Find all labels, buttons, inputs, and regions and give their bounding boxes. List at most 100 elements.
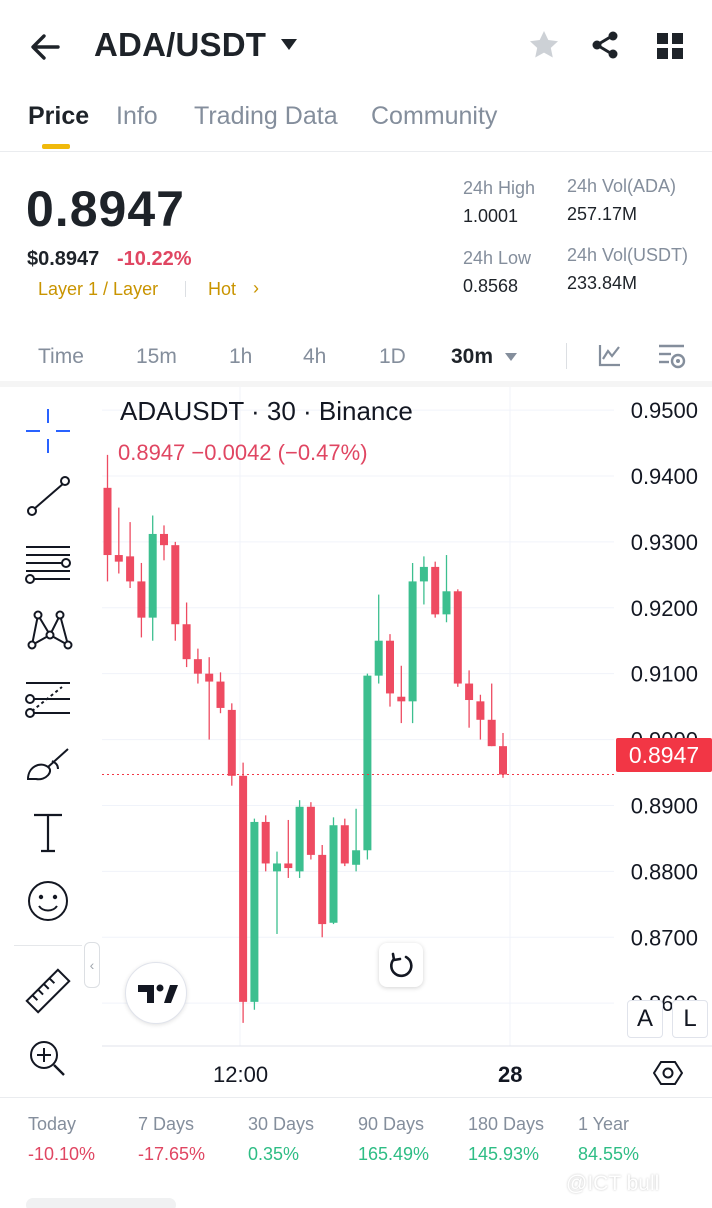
candlestick-chart[interactable]: 0.95000.94000.93000.92000.91000.90000.89… xyxy=(102,387,712,1097)
candle-body xyxy=(476,701,485,720)
hot-tag[interactable]: Hot xyxy=(208,279,237,299)
tab-trading-data[interactable]: Trading Data xyxy=(194,102,338,130)
timeframe-15m[interactable]: 15m xyxy=(136,345,177,368)
indicator-icon[interactable] xyxy=(598,343,622,367)
chevron-right-icon[interactable]: › xyxy=(253,278,259,298)
candle-body xyxy=(318,854,327,925)
projection-icon[interactable] xyxy=(22,673,74,725)
auto-scale-button[interactable]: A xyxy=(627,1000,663,1038)
trend-line-icon[interactable] xyxy=(22,471,74,523)
candle-down xyxy=(126,522,135,588)
tab-price[interactable]: Price xyxy=(28,102,90,130)
timeframe-30m[interactable]: 30m xyxy=(451,345,494,368)
toolbar-divider xyxy=(14,945,82,946)
reset-chart-button[interactable] xyxy=(379,943,423,987)
candle-down xyxy=(284,819,293,878)
reset-icon xyxy=(390,952,413,978)
perf-value: -17.65% xyxy=(138,1144,206,1164)
grid-menu-icon[interactable] xyxy=(656,32,684,60)
share-icon[interactable] xyxy=(590,30,620,60)
timeframe-1d[interactable]: 1D xyxy=(379,345,406,368)
high-label: 24h High xyxy=(463,178,536,198)
candle-down xyxy=(487,683,496,747)
candle-down xyxy=(239,762,248,1023)
candle-up xyxy=(295,800,304,878)
candle-body xyxy=(193,659,202,674)
candle-body xyxy=(499,746,507,775)
candle-body xyxy=(148,533,157,618)
brush-icon[interactable] xyxy=(22,739,74,791)
high-value: 1.0001 xyxy=(463,206,519,226)
candle-down xyxy=(103,454,112,582)
price-tick-label: 0.8900 xyxy=(631,793,698,818)
candle-body xyxy=(137,581,146,618)
candle-body xyxy=(114,555,123,562)
fib-lines-icon[interactable] xyxy=(22,539,74,591)
candle-down xyxy=(205,657,214,740)
drawing-toolbar: ‹ xyxy=(0,387,102,1087)
candle-body xyxy=(273,863,281,872)
timeframe-bar: Time 15m 1h 4h 1D 30m xyxy=(0,335,712,381)
candle-body xyxy=(250,821,259,1002)
candle-down xyxy=(453,589,462,687)
candle-body xyxy=(103,487,112,556)
candle-body xyxy=(453,591,462,684)
candle-down xyxy=(261,815,270,872)
candle-up xyxy=(329,817,338,925)
candle-down xyxy=(318,845,327,938)
candle-up xyxy=(250,818,259,1010)
candle-body xyxy=(431,566,440,615)
time-tick-label: 12:00 xyxy=(213,1062,269,1087)
pair-title[interactable]: ADA/USDT xyxy=(94,26,267,63)
chart-settings-icon[interactable] xyxy=(657,342,687,370)
perf-label: 90 Days xyxy=(358,1114,425,1134)
chart-title: ADAUSDT · 30 · Binance xyxy=(120,396,413,426)
caret-down-icon[interactable] xyxy=(280,38,298,52)
price-tick-label: 0.9100 xyxy=(631,662,698,687)
candle-body xyxy=(227,709,236,776)
price-tick-label: 0.8800 xyxy=(631,859,698,884)
timeframe-1h[interactable]: 1h xyxy=(229,345,253,368)
perf-label: Today xyxy=(28,1114,77,1134)
candle-down xyxy=(114,507,123,574)
price-tick-label: 0.9300 xyxy=(631,530,698,555)
perf-value: 165.49% xyxy=(358,1144,430,1164)
category-tag[interactable]: Layer 1 / Layer xyxy=(38,279,159,299)
perf-label: 7 Days xyxy=(138,1114,195,1134)
ruler-icon[interactable] xyxy=(22,965,74,1017)
candle-body xyxy=(386,640,394,694)
pattern-icon[interactable] xyxy=(22,605,74,657)
candle-down xyxy=(216,672,225,714)
log-scale-button[interactable]: L xyxy=(672,1000,708,1038)
star-icon[interactable] xyxy=(528,29,560,61)
crosshair-icon[interactable] xyxy=(22,405,74,457)
perf-value: 84.55% xyxy=(578,1144,640,1164)
tab-info[interactable]: Info xyxy=(116,102,158,130)
candle-body xyxy=(419,566,428,582)
candle-down xyxy=(227,703,236,786)
candle-body xyxy=(306,806,315,855)
tab-community[interactable]: Community xyxy=(371,102,498,130)
chart-properties-icon[interactable] xyxy=(653,1058,683,1088)
back-arrow-icon[interactable] xyxy=(28,30,62,64)
toolbar-collapse-handle[interactable]: ‹ xyxy=(84,942,100,988)
candle-up xyxy=(363,673,372,860)
candle-body xyxy=(284,863,293,869)
timeframe-4h[interactable]: 4h xyxy=(303,345,327,368)
emoji-icon[interactable] xyxy=(22,875,74,927)
candle-body xyxy=(487,719,496,747)
volume-base-value: 257.17M xyxy=(567,204,638,224)
candle-body xyxy=(374,640,383,676)
price-axis[interactable]: 0.95000.94000.93000.92000.91000.90000.89… xyxy=(631,398,698,1016)
candle-up xyxy=(442,555,451,623)
usd-price: $0.8947 xyxy=(27,248,100,270)
text-tool-icon[interactable] xyxy=(22,807,74,859)
tradingview-logo[interactable] xyxy=(125,962,187,1024)
candle-up xyxy=(148,515,157,641)
volume-base-label: 24h Vol(ADA) xyxy=(567,176,677,196)
timeframe-time[interactable]: Time xyxy=(38,345,84,368)
timeframe-caret-icon[interactable] xyxy=(505,353,517,362)
zoom-in-icon[interactable] xyxy=(22,1033,74,1085)
candle-body xyxy=(126,556,135,582)
candle-body xyxy=(363,675,372,851)
